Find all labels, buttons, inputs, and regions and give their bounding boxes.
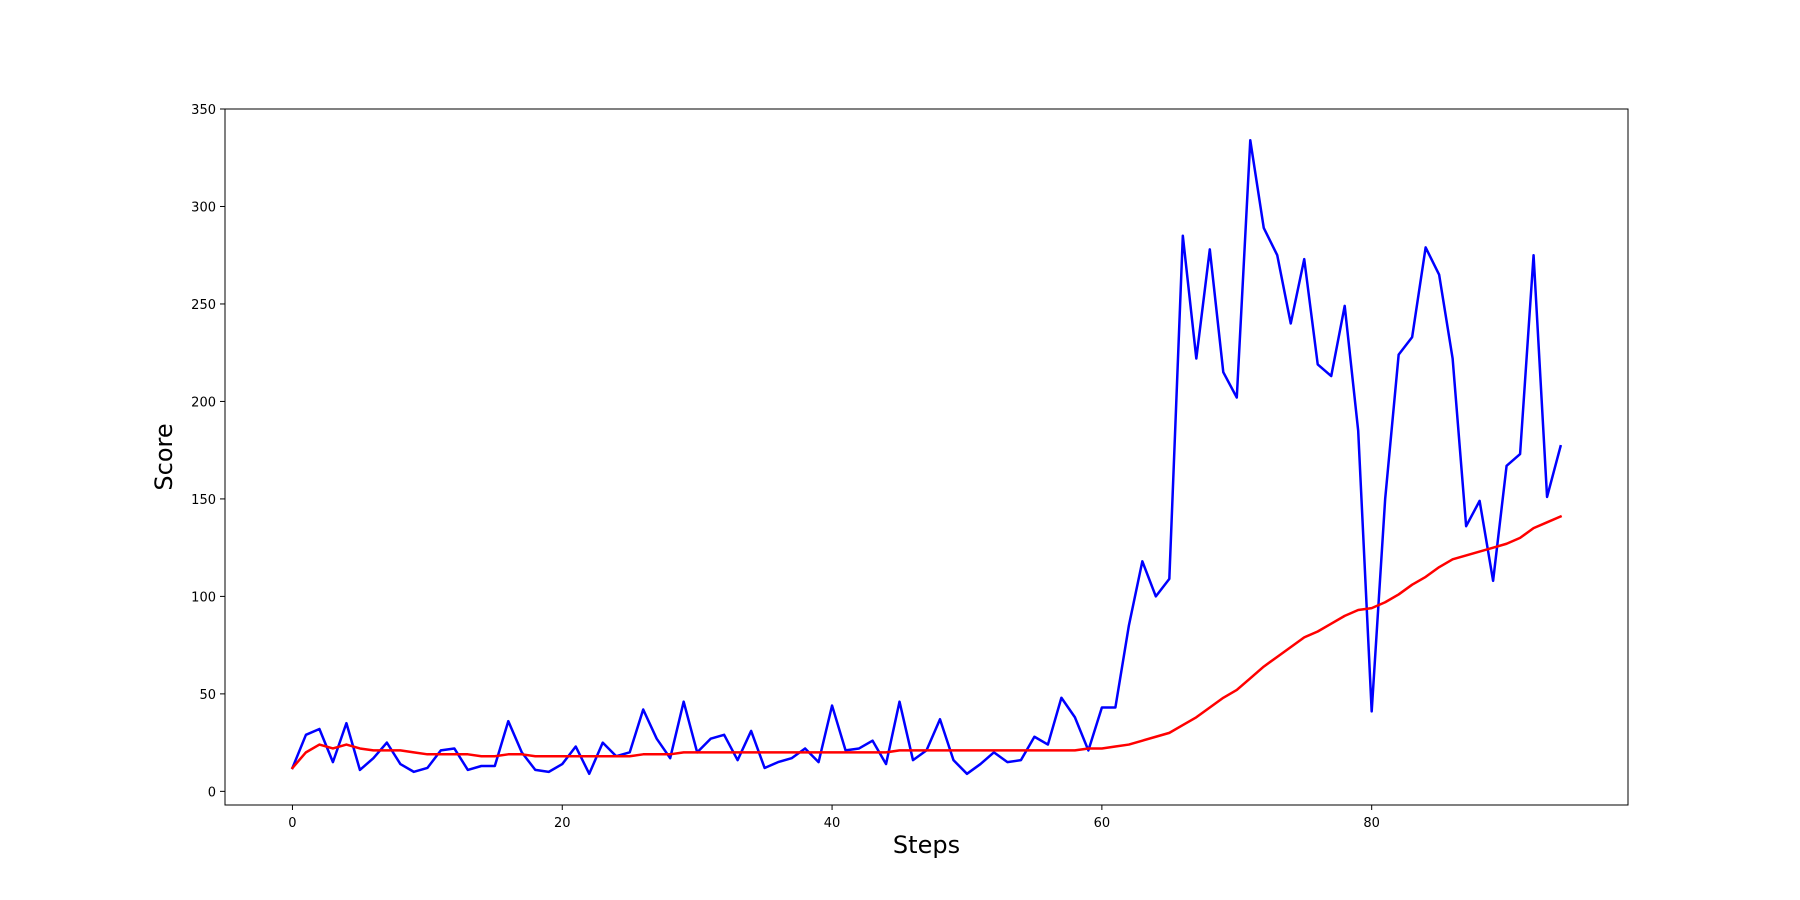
y-tick-label: 350 [191,103,216,118]
y-tick-label: 150 [191,493,216,508]
series-layer [290,138,1563,776]
x-tick-label: 40 [824,816,841,831]
y-tick-label: 0 [208,785,216,800]
x-tick-label: 60 [1094,816,1111,831]
axes-frame [224,108,1629,806]
y-tick-label: 50 [199,688,216,703]
x-tick-label: 20 [554,816,571,831]
y-axis-label: Score [150,423,178,490]
axes-layer: 0 20 40 60 80 0 50 100 150 200 250 300 350 [191,103,1629,831]
x-tick-label: 80 [1363,816,1380,831]
y-tick-label: 300 [191,200,216,215]
y-tick-label: 200 [191,395,216,410]
x-axis-label: Steps [893,831,960,859]
y-tick-label: 100 [191,590,216,605]
series-line-2 [290,514,1563,770]
y-tick-label: 250 [191,298,216,313]
x-tick-label: 0 [288,816,296,831]
